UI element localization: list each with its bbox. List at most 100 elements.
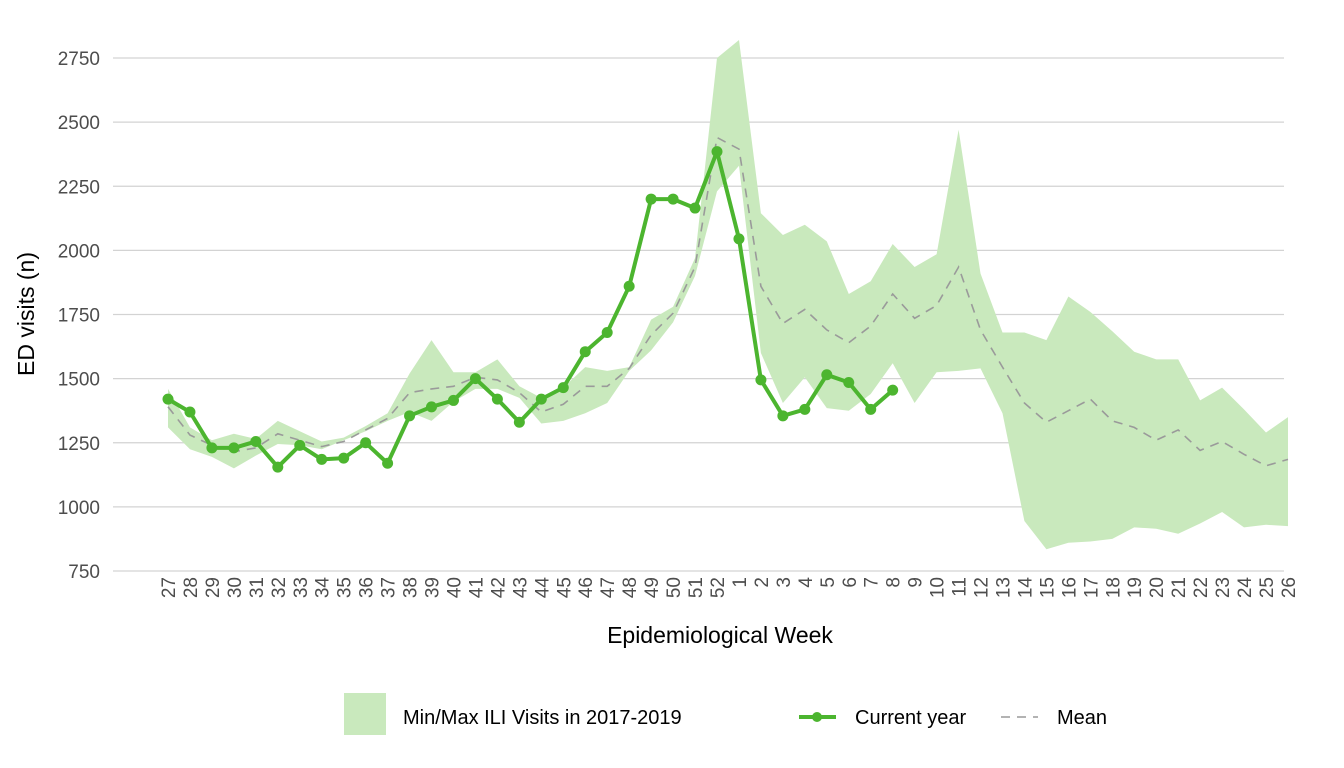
current-year-point-week-1 [733,233,745,245]
current-year-point-week-7 [865,403,877,415]
x-tick-label-25: 25 [1257,577,1278,598]
current-year-point-week-29 [206,442,218,454]
legend-mean-label: Mean [1057,707,1107,729]
current-year-layer [162,146,899,473]
x-tick-label-37: 37 [379,577,400,598]
x-tick-label-10: 10 [928,577,949,598]
x-tick-label-48: 48 [620,577,641,598]
y-axis-title: ED visits (n) [13,252,39,376]
current-year-point-week-35 [338,452,350,464]
x-tick-label-36: 36 [357,577,378,598]
current-year-point-week-40 [447,394,459,406]
current-year-point-week-3 [777,410,789,422]
current-year-point-week-31 [250,435,262,447]
current-year-point-week-4 [799,403,811,415]
x-tick-label-29: 29 [203,577,224,598]
x-tick-label-9: 9 [906,577,927,588]
x-tick-label-39: 39 [423,577,444,598]
legend: Min/Max ILI Visits in 2017-2019 Current … [344,693,1107,735]
current-year-point-week-2 [755,374,767,386]
legend-band-label: Min/Max ILI Visits in 2017-2019 [403,707,682,729]
x-tick-label-43: 43 [510,577,531,598]
x-tick-label-31: 31 [247,577,268,598]
x-tick-label-28: 28 [181,577,202,598]
x-tick-label-46: 46 [576,577,597,598]
x-tick-label-18: 18 [1103,577,1124,598]
x-tick-label-35: 35 [335,577,356,598]
current-year-point-week-28 [184,406,196,418]
min-max-band [168,40,1288,550]
x-tick-label-7: 7 [862,577,883,588]
x-tick-label-51: 51 [686,577,707,598]
legend-current-label: Current year [855,707,966,729]
x-tick-label-44: 44 [532,577,553,599]
x-tick-label-24: 24 [1235,577,1256,599]
current-year-point-week-50 [667,193,679,205]
current-year-point-week-45 [557,382,569,394]
current-year-point-week-41 [469,373,481,385]
x-axis-tick-labels: 27 28 29 30 31 32 33 34 35 36 37 38 39 40 41 42 43 44 45 46… [159,577,1300,599]
current-year-point-week-48 [623,280,635,292]
x-tick-label-17: 17 [1081,577,1102,598]
y-tick-label-1500: 1500 [58,370,100,391]
y-tick-label-2500: 2500 [58,113,100,134]
x-tick-label-19: 19 [1125,577,1146,598]
x-tick-label-34: 34 [313,577,334,599]
y-tick-label-1000: 1000 [58,498,100,519]
x-tick-label-4: 4 [796,577,817,588]
y-tick-label-2000: 2000 [58,241,100,262]
y-tick-label-750: 750 [68,562,100,583]
current-year-point-week-51 [689,202,701,214]
y-axis-tick-labels: 750 1000 1250 1500 1750 2000 2250 2500 2750 [58,49,100,583]
y-tick-label-1250: 1250 [58,434,100,455]
x-tick-label-8: 8 [884,577,905,588]
x-tick-label-3: 3 [774,577,795,588]
x-tick-label-30: 30 [225,577,246,598]
x-tick-label-16: 16 [1059,577,1080,598]
current-year-point-week-49 [645,193,657,205]
current-year-point-week-5 [821,369,833,381]
current-year-point-week-38 [404,410,416,422]
x-tick-label-2: 2 [752,577,773,588]
x-tick-label-14: 14 [1015,577,1036,599]
x-tick-label-12: 12 [972,577,993,598]
x-tick-label-15: 15 [1037,577,1058,598]
current-year-point-week-37 [382,457,394,469]
current-year-point-week-44 [535,393,547,405]
x-tick-label-33: 33 [291,577,312,598]
x-tick-label-41: 41 [466,577,487,598]
current-year-point-week-27 [162,393,174,405]
mean-line [167,136,1289,467]
legend-band-swatch [344,693,386,735]
legend-current-point [812,712,822,722]
x-tick-label-45: 45 [554,577,575,598]
current-year-point-week-52 [711,146,723,158]
current-year-point-week-8 [887,384,899,396]
current-year-point-week-46 [579,346,591,358]
x-tick-label-11: 11 [950,577,971,597]
x-tick-label-21: 21 [1169,577,1190,598]
x-tick-label-47: 47 [598,577,619,598]
current-year-point-week-39 [426,401,438,413]
x-tick-label-38: 38 [401,577,422,598]
x-tick-label-50: 50 [664,577,685,598]
x-tick-label-49: 49 [642,577,663,598]
x-tick-label-13: 13 [993,577,1014,598]
min-max-band-layer [168,40,1288,550]
y-tick-label-1750: 1750 [58,306,100,327]
y-tick-label-2250: 2250 [58,177,100,198]
x-tick-label-22: 22 [1191,577,1212,598]
x-tick-label-42: 42 [488,577,509,598]
current-year-point-week-47 [601,326,613,338]
x-tick-label-32: 32 [269,577,290,598]
x-axis-title: Epidemiological Week [607,622,833,648]
x-tick-label-26: 26 [1279,577,1300,598]
current-year-point-week-32 [272,461,284,473]
x-tick-label-6: 6 [840,577,861,588]
y-tick-label-2750: 2750 [58,49,100,70]
current-year-point-week-6 [843,376,855,388]
x-tick-label-20: 20 [1147,577,1168,598]
current-year-point-week-33 [294,439,306,451]
current-year-line [166,149,895,470]
